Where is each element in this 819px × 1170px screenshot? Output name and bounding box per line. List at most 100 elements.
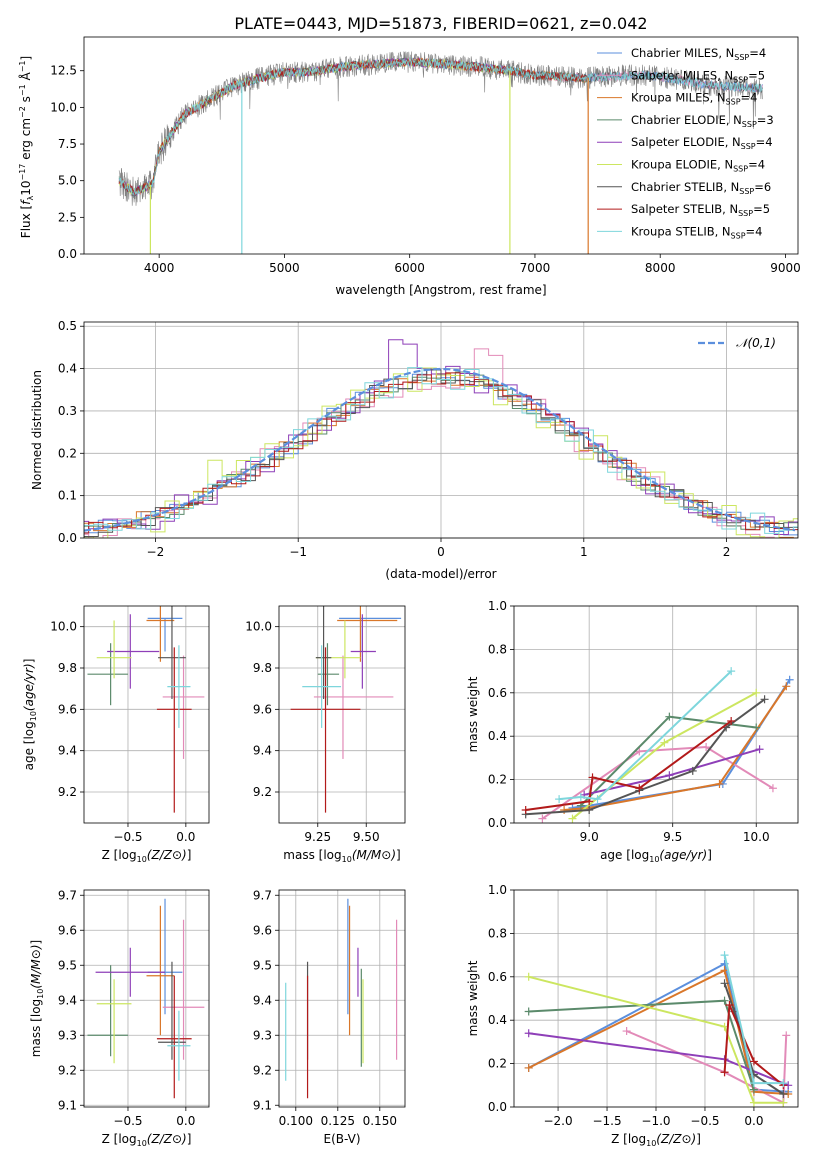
y-tick-label: 0.6 (488, 970, 507, 984)
y-tick-label: 7.5 (58, 137, 77, 151)
y-tick-label: 0.8 (488, 926, 507, 940)
weight-marker-salpeter-stelib (720, 1068, 729, 1077)
weight-marker-kroupa-stelib (779, 1079, 788, 1088)
weight-marker-kroupa-stelib (727, 667, 736, 676)
weight-marker-salpeter-stelib (521, 805, 530, 814)
weight-marker-salpeter-miles (702, 743, 711, 752)
weight-marker-salpeter-miles (782, 1031, 791, 1040)
weight-marker-kroupa-elodie (779, 1098, 788, 1107)
x-tick-label: 0.150 (363, 1114, 397, 1128)
y-tick-label: 9.6 (253, 923, 272, 937)
weight-marker-salpeter-miles (622, 1027, 631, 1036)
x-tick-label: −0.5 (690, 1114, 719, 1128)
y-axis-label: Normed distribution (30, 370, 44, 490)
y-tick-label: 9.2 (58, 785, 77, 799)
y-axis-label: mass [log10(M/M⊙)] (29, 940, 45, 1057)
axes-frame (83, 321, 799, 539)
y-tick-label: 9.3 (253, 1028, 272, 1042)
y-axis-label: mass weight (466, 676, 480, 752)
legend-label: Chabrier STELIB, NSSP=6 (631, 180, 771, 196)
y-axis-label: age [log10(age/yr)] (22, 659, 38, 771)
y-tick-label: 9.1 (58, 1098, 77, 1112)
y-tick-label: 0.8 (488, 642, 507, 656)
y-tick-label: 0.0 (58, 247, 77, 261)
legend-label: Chabrier MILES, NSSP=4 (631, 46, 766, 62)
weight-marker-salpeter-stelib (749, 1057, 758, 1066)
y-tick-label: 10.0 (50, 100, 77, 114)
x-tick-label: 0.100 (279, 1114, 313, 1128)
axes-frame (83, 605, 210, 824)
mass-vs-Z-panel: −0.5 0.0 9.1 9.2 9.3 9.4 9.5 9.6 9.7 Z [log10(Z/Z… (29, 888, 210, 1148)
weight-marker-kroupa-elodie (660, 738, 669, 747)
y-tick-label: 0.2 (488, 773, 507, 787)
y-tick-label: 1.0 (488, 883, 507, 897)
y-tick-label: 0.0 (58, 531, 77, 545)
legend-label: Salpeter MILES, NSSP=5 (631, 68, 765, 84)
y-tick-label: 5.0 (58, 174, 77, 188)
y-axis-label: Flux [fλ10−17 erg cm−2 s−1 Å−1] (18, 56, 35, 238)
weight-marker-kroupa-elodie (524, 972, 533, 981)
weight-marker-kroupa-stelib (576, 792, 585, 801)
y-tick-label: 10.0 (50, 620, 77, 634)
age-vs-mass-panel: 9.25 9.50 9.2 9.4 9.6 9.8 10.0 mass [log10(M/M⊙… (245, 605, 406, 864)
y-tick-label: 0.6 (488, 686, 507, 700)
x-tick-label: 0.0 (176, 1114, 195, 1128)
y-tick-label: 0.1 (58, 489, 77, 503)
x-axis-label: mass [log10(M/M⊙)] (283, 848, 400, 864)
weight-marker-kroupa-elodie (752, 688, 761, 697)
y-tick-label: 9.3 (58, 1028, 77, 1042)
residual-plot-area (84, 339, 798, 538)
histogram-kroupa-stelib (84, 367, 798, 534)
y-tick-label: 9.2 (253, 785, 272, 799)
x-axis-label: Z [log10(Z/Z⊙)] (102, 1132, 192, 1148)
y-tick-label: 9.8 (58, 661, 77, 675)
weight-marker-kroupa-stelib (720, 951, 729, 960)
x-tick-label: −1.0 (641, 1114, 670, 1128)
x-tick-label: 9.50 (353, 830, 380, 844)
y-tick-label: 9.4 (58, 744, 77, 758)
weight-marker-kroupa-stelib (555, 795, 564, 804)
weight-marker-salpeter-elodie (524, 1029, 533, 1038)
y-tick-label: 9.4 (58, 993, 77, 1007)
weight-line-kroupa-stelib (559, 670, 732, 801)
residual-panel: −2 −1 0 1 2 0.0 0.1 0.2 0.3 0.4 0.5 𝒩(0,1) (data-mod… (30, 319, 799, 581)
legend-label: Kroupa MILES, NSSP=4 (631, 91, 757, 107)
y-tick-label: 0.2 (58, 446, 77, 460)
y-tick-label: 9.6 (58, 702, 77, 716)
weight-marker-salpeter-stelib (725, 1001, 734, 1010)
observed-spectrum (118, 51, 764, 206)
weight-marker-kroupa-stelib (749, 1079, 758, 1088)
axes-frame (278, 605, 406, 824)
x-tick-label: −1.5 (592, 1114, 621, 1128)
y-tick-label: 9.4 (253, 993, 272, 1007)
errorbar-plot-area (285, 898, 398, 1099)
weight-line-kroupa-elodie (528, 975, 784, 1104)
y-tick-label: 10.0 (245, 620, 272, 634)
y-tick-label: 9.7 (58, 888, 77, 902)
weight-marker-kroupa-miles (715, 779, 724, 788)
y-tick-label: 0.5 (58, 319, 77, 333)
weight-marker-salpeter-elodie (665, 771, 674, 780)
weight-marker-kroupa-miles (524, 1063, 533, 1072)
x-tick-label: 9000 (770, 261, 801, 275)
x-axis-label: age [log10(age/yr)] (600, 848, 712, 864)
legend-label: Kroupa STELIB, NSSP=4 (631, 224, 762, 240)
legend-label: Kroupa ELODIE, NSSP=4 (631, 158, 765, 174)
weight-marker-kroupa-elodie (568, 814, 577, 823)
weight-marker-chabrier-miles (785, 675, 794, 684)
x-tick-label: 9.0 (580, 830, 599, 844)
spectrum-plot-area (118, 51, 764, 254)
y-tick-label: 0.4 (488, 729, 507, 743)
legend-label: Salpeter ELODIE, NSSP=4 (631, 135, 773, 151)
massweight-vs-Z-panel: −2.0 −1.5 −1.0 −0.5 0.0 0.0 0.2 0.4 0.6 0.8 1.0 Z [… (466, 883, 799, 1148)
weight-marker-kroupa-miles (782, 682, 791, 691)
y-tick-label: 9.8 (253, 661, 272, 675)
figure-title: PLATE=0443, MJD=51873, FIBERID=0621, z=0… (234, 14, 647, 33)
weight-marker-salpeter-miles (635, 747, 644, 756)
x-tick-label: 9.25 (304, 830, 331, 844)
weight-marker-chabrier-stelib (585, 805, 594, 814)
x-tick-label: 1 (580, 545, 588, 559)
y-tick-label: 0.0 (488, 816, 507, 830)
weight-marker-kroupa-elodie (749, 1098, 758, 1107)
x-axis-label: E(B-V) (323, 1132, 360, 1146)
